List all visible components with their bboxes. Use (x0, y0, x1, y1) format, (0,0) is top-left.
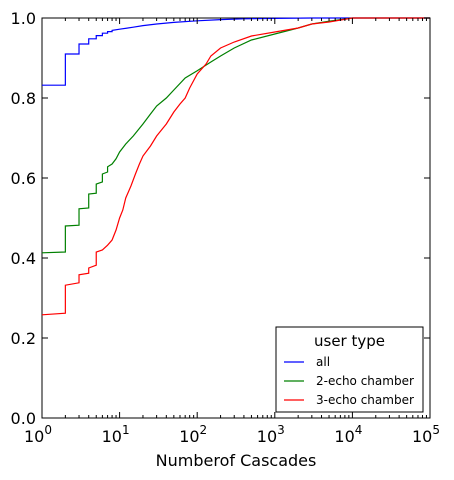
axis-tick-labels: 100 101 102 103 104 105 0.0 0.2 0.4 0.6 0.8 1.0 (11, 9, 440, 446)
x-tick-label: 103 (257, 423, 285, 446)
y-tick-label: 0.8 (11, 89, 36, 108)
x-axis-label: Numberof Cascades (156, 451, 317, 470)
x-tick-label: 101 (102, 423, 130, 446)
legend-title: user type (314, 332, 385, 350)
x-tick-label: 102 (179, 423, 207, 446)
y-tick-label: 1.0 (11, 9, 36, 28)
series-line-0 (42, 17, 430, 86)
legend-entries: all 2-echo chamber 3-echo chamber (284, 355, 414, 407)
series-line-1 (41, 17, 430, 254)
legend-label: 3-echo chamber (316, 393, 414, 407)
legend-label: all (316, 355, 330, 369)
y-tick-label: 0.2 (11, 329, 36, 348)
x-tick-label: 104 (334, 423, 362, 446)
axis-ticks (41, 17, 431, 419)
series-line-2 (41, 17, 430, 316)
legend-box (275, 326, 424, 413)
legend-label: 2-echo chamber (316, 374, 414, 388)
y-tick-label: 0.6 (11, 169, 36, 188)
y-tick-label: 0.0 (11, 409, 36, 428)
series-lines (41, 17, 430, 316)
y-tick-label: 0.4 (11, 249, 36, 268)
x-tick-label: 105 (412, 423, 440, 446)
legend: user type all 2-echo chamber 3-echo chambe… (275, 326, 424, 413)
x-tick-label: 100 (24, 423, 52, 446)
